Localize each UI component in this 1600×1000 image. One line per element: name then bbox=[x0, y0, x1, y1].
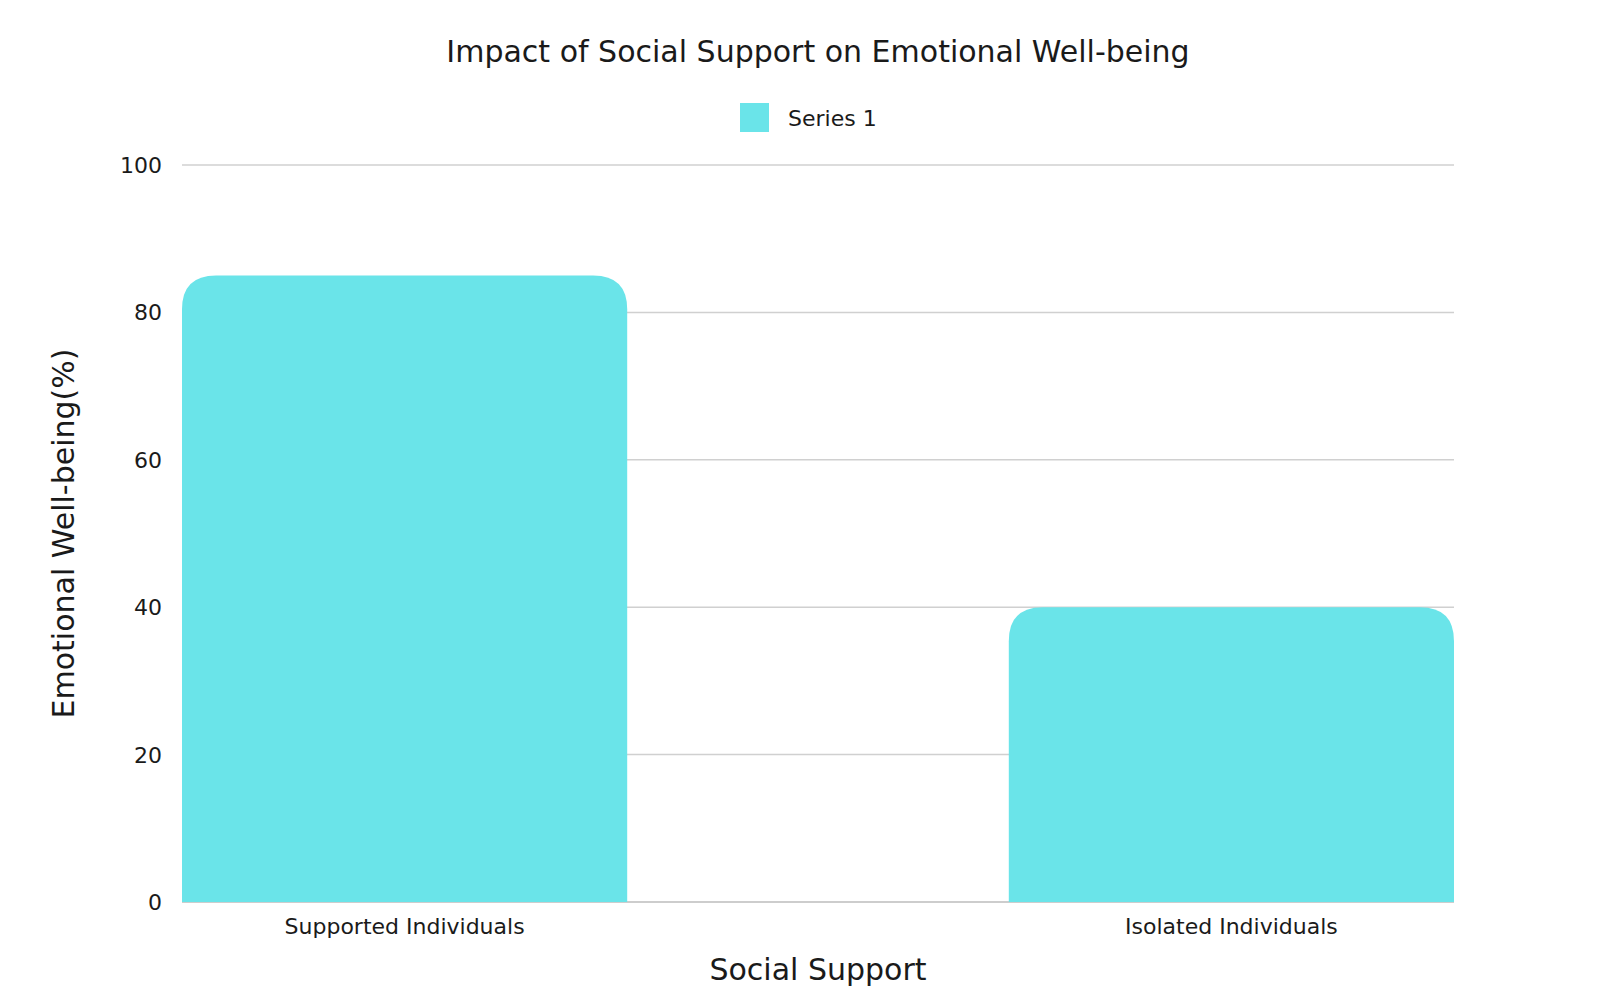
chart-container: Impact of Social Support on Emotional We… bbox=[0, 0, 1600, 1000]
grid bbox=[182, 165, 1454, 902]
title: Impact of Social Support on Emotional We… bbox=[446, 34, 1189, 69]
legend-swatch bbox=[740, 103, 769, 132]
x-tick-label: Supported Individuals bbox=[285, 914, 525, 939]
y-tick-label: 0 bbox=[148, 890, 162, 915]
y-axis-label: Emotional Well-being(%) bbox=[46, 349, 81, 719]
bars bbox=[182, 276, 1454, 902]
y-tick-label: 60 bbox=[134, 448, 162, 473]
legend-label: Series 1 bbox=[788, 106, 877, 131]
grid-line bbox=[182, 164, 1454, 166]
x-tick-label: Isolated Individuals bbox=[1125, 914, 1338, 939]
bar bbox=[1009, 607, 1454, 902]
legend: Series 1 bbox=[740, 103, 877, 132]
chart-svg: Impact of Social Support on Emotional We… bbox=[0, 0, 1600, 1000]
y-tick-label: 20 bbox=[134, 743, 162, 768]
y-tick-label: 40 bbox=[134, 595, 162, 620]
y-tick-label: 80 bbox=[134, 300, 162, 325]
x-axis-label: Social Support bbox=[709, 952, 926, 987]
y-tick-label: 100 bbox=[120, 153, 162, 178]
bar bbox=[182, 276, 627, 902]
